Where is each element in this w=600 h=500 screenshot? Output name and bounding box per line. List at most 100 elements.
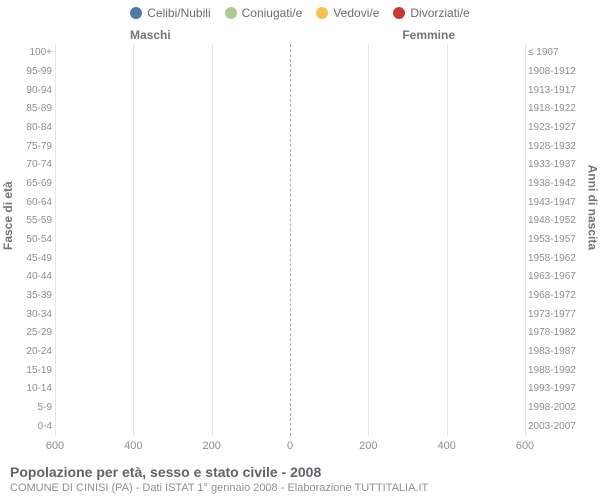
- female-side: [290, 380, 525, 399]
- male-side: [55, 156, 290, 175]
- legend-label: Divorziati/e: [410, 6, 469, 20]
- age-label: 50-54: [20, 235, 52, 245]
- birth-year-label: 2003-2007: [528, 422, 583, 432]
- male-side: [55, 175, 290, 194]
- birth-year-label: 1948-1952: [528, 216, 583, 226]
- legend-item: Divorziati/e: [393, 6, 469, 20]
- male-side: [55, 361, 290, 380]
- y-axis-left-label: Fasce di età: [1, 181, 15, 250]
- age-label: 40-44: [20, 272, 52, 282]
- x-tick: 400: [437, 440, 455, 452]
- birth-year-label: 1913-1917: [528, 86, 583, 96]
- age-label: 80-84: [20, 123, 52, 133]
- birth-year-label: 1968-1972: [528, 291, 583, 301]
- legend-label: Celibi/Nubili: [147, 6, 210, 20]
- birth-year-label: 1938-1942: [528, 179, 583, 189]
- pyramid-row: 65-691938-1942: [55, 175, 525, 194]
- x-tick: 600: [46, 440, 64, 452]
- right-column-title: Femmine: [402, 28, 455, 42]
- legend-item: Coniugati/e: [225, 6, 303, 20]
- male-side: [55, 193, 290, 212]
- legend: Celibi/Nubili Coniugati/e Vedovi/e Divorzia…: [0, 0, 600, 20]
- x-tick: 400: [124, 440, 142, 452]
- age-label: 20-24: [20, 347, 52, 357]
- left-column-title: Maschi: [130, 28, 171, 42]
- male-side: [55, 324, 290, 343]
- birth-year-label: ≤ 1907: [528, 48, 583, 58]
- female-side: [290, 175, 525, 194]
- birth-year-label: 1953-1957: [528, 235, 583, 245]
- legend-swatch: [130, 7, 142, 19]
- female-side: [290, 287, 525, 306]
- female-side: [290, 399, 525, 418]
- age-label: 30-34: [20, 310, 52, 320]
- female-side: [290, 193, 525, 212]
- pyramid-row: 45-491958-1962: [55, 249, 525, 268]
- birth-year-label: 1978-1982: [528, 328, 583, 338]
- male-side: [55, 305, 290, 324]
- age-label: 75-79: [20, 142, 52, 152]
- age-label: 0-4: [20, 422, 52, 432]
- pyramid-row: 70-741933-1937: [55, 156, 525, 175]
- age-label: 60-64: [20, 198, 52, 208]
- birth-year-label: 1983-1987: [528, 347, 583, 357]
- female-side: [290, 81, 525, 100]
- birth-year-label: 1923-1927: [528, 123, 583, 133]
- age-label: 45-49: [20, 254, 52, 264]
- legend-label: Coniugati/e: [242, 6, 303, 20]
- male-side: [55, 119, 290, 138]
- plot-area: 100+≤ 190795-991908-191290-941913-191785…: [55, 44, 525, 436]
- male-side: [55, 268, 290, 287]
- male-side: [55, 44, 290, 63]
- female-side: [290, 343, 525, 362]
- female-side: [290, 305, 525, 324]
- chart-subtitle: COMUNE DI CINISI (PA) - Dati ISTAT 1° ge…: [10, 482, 590, 494]
- female-side: [290, 100, 525, 119]
- age-label: 25-29: [20, 328, 52, 338]
- legend-label: Vedovi/e: [333, 6, 379, 20]
- birth-year-label: 1993-1997: [528, 384, 583, 394]
- pyramid-row: 15-191988-1992: [55, 361, 525, 380]
- pyramid-row: 35-391968-1972: [55, 287, 525, 306]
- age-label: 90-94: [20, 86, 52, 96]
- age-label: 55-59: [20, 216, 52, 226]
- age-label: 10-14: [20, 384, 52, 394]
- x-tick: 600: [516, 440, 534, 452]
- age-label: 70-74: [20, 160, 52, 170]
- birth-year-label: 1918-1922: [528, 104, 583, 114]
- male-side: [55, 231, 290, 250]
- pyramid-row: 5-91998-2002: [55, 399, 525, 418]
- pyramid-row: 95-991908-1912: [55, 63, 525, 82]
- male-side: [55, 417, 290, 436]
- birth-year-label: 1928-1932: [528, 142, 583, 152]
- birth-year-label: 1998-2002: [528, 403, 583, 413]
- pyramid-row: 80-841923-1927: [55, 119, 525, 138]
- birth-year-label: 1973-1977: [528, 310, 583, 320]
- male-side: [55, 399, 290, 418]
- male-side: [55, 63, 290, 82]
- pyramid-row: 50-541953-1957: [55, 231, 525, 250]
- age-label: 85-89: [20, 104, 52, 114]
- legend-item: Vedovi/e: [316, 6, 379, 20]
- age-label: 15-19: [20, 366, 52, 376]
- population-pyramid-chart: Celibi/Nubili Coniugati/e Vedovi/e Divorzia…: [0, 0, 600, 500]
- pyramid-row: 20-241983-1987: [55, 343, 525, 362]
- grid-line: [525, 44, 526, 436]
- chart-title: Popolazione per età, sesso e stato civil…: [10, 464, 590, 480]
- female-side: [290, 212, 525, 231]
- female-side: [290, 63, 525, 82]
- female-side: [290, 231, 525, 250]
- female-side: [290, 417, 525, 436]
- female-side: [290, 268, 525, 287]
- male-side: [55, 380, 290, 399]
- female-side: [290, 156, 525, 175]
- female-side: [290, 249, 525, 268]
- x-tick: 200: [359, 440, 377, 452]
- legend-swatch: [225, 7, 237, 19]
- age-label: 100+: [20, 48, 52, 58]
- legend-item: Celibi/Nubili: [130, 6, 210, 20]
- legend-swatch: [316, 7, 328, 19]
- y-axis-right-label: Anni di nascita: [585, 165, 599, 250]
- male-side: [55, 81, 290, 100]
- x-tick: 200: [202, 440, 220, 452]
